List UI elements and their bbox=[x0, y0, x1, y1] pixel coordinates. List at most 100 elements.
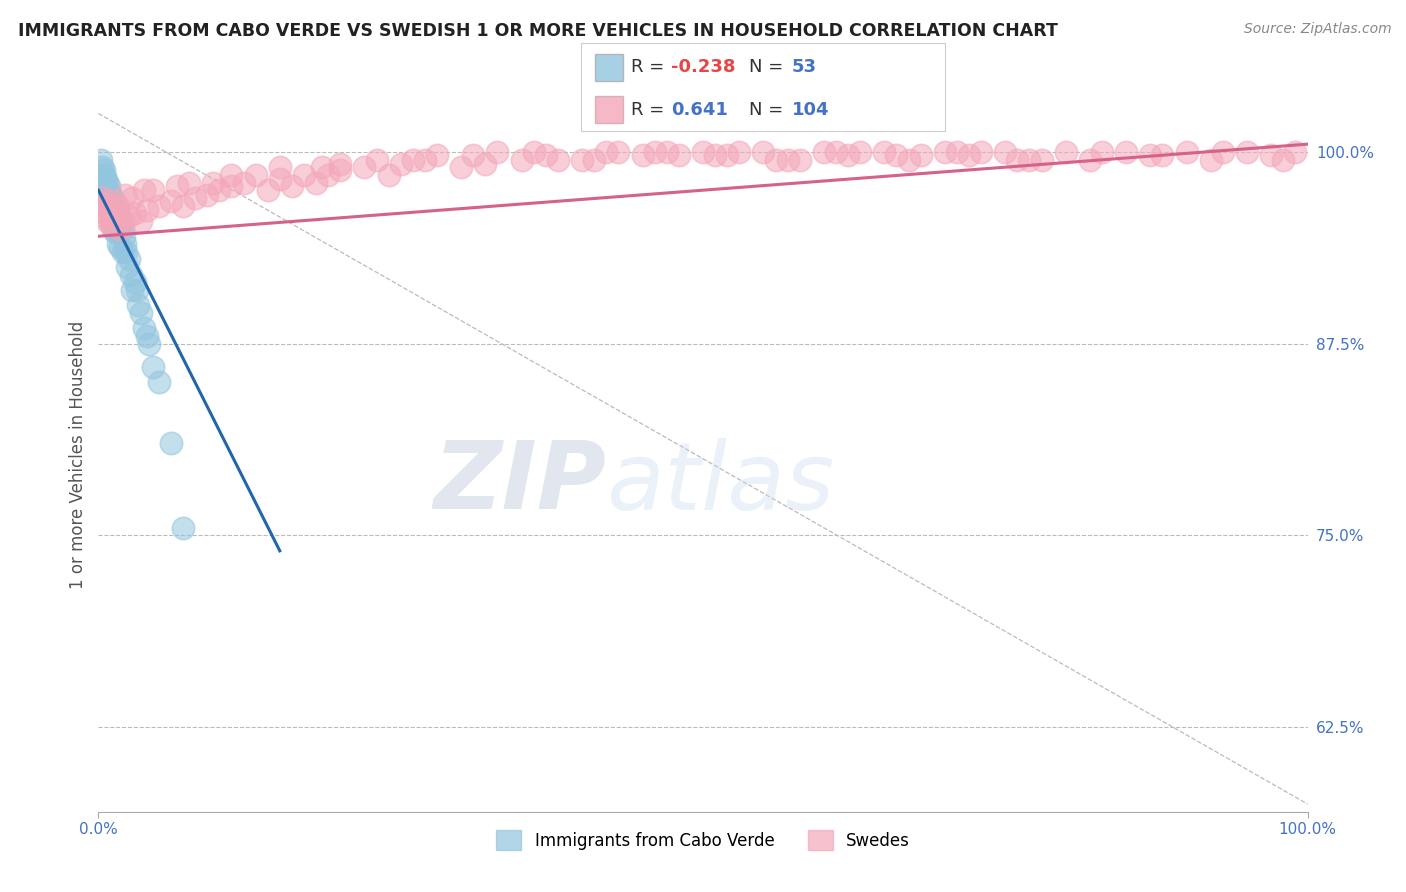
Point bbox=[100, 194, 122, 208]
Point bbox=[934, 145, 956, 159]
Point bbox=[110, 219, 132, 233]
Point bbox=[644, 145, 666, 159]
Point bbox=[305, 176, 328, 190]
Point bbox=[1260, 148, 1282, 162]
Point bbox=[121, 283, 143, 297]
Text: 104: 104 bbox=[792, 101, 830, 119]
Point bbox=[547, 153, 569, 167]
Point bbox=[105, 209, 128, 223]
Point bbox=[897, 153, 920, 167]
Point bbox=[789, 153, 811, 167]
Point bbox=[114, 236, 136, 251]
Point bbox=[195, 187, 218, 202]
Point bbox=[1115, 145, 1137, 159]
Point bbox=[138, 336, 160, 351]
Point bbox=[127, 283, 149, 297]
Point bbox=[108, 221, 131, 235]
Point bbox=[1199, 153, 1222, 167]
Text: -0.238: -0.238 bbox=[671, 58, 735, 76]
Point bbox=[127, 298, 149, 312]
Point bbox=[655, 145, 678, 159]
Point bbox=[94, 183, 117, 197]
Point bbox=[813, 145, 835, 159]
Point bbox=[329, 163, 352, 178]
Point bbox=[886, 148, 908, 162]
Point bbox=[117, 260, 139, 274]
Y-axis label: 1 or more Vehicles in Household: 1 or more Vehicles in Household bbox=[69, 321, 87, 589]
Text: R =: R = bbox=[631, 101, 676, 119]
Text: ZIP: ZIP bbox=[433, 437, 606, 530]
Point bbox=[103, 214, 125, 228]
Point bbox=[98, 198, 121, 212]
Point bbox=[101, 198, 124, 212]
Point bbox=[93, 163, 115, 178]
Point bbox=[103, 198, 125, 212]
Point bbox=[111, 214, 134, 228]
Point bbox=[114, 187, 136, 202]
Point bbox=[90, 153, 112, 167]
Legend: Immigrants from Cabo Verde, Swedes: Immigrants from Cabo Verde, Swedes bbox=[489, 823, 917, 857]
Point bbox=[94, 206, 117, 220]
Point bbox=[316, 168, 339, 182]
Point bbox=[111, 221, 134, 235]
Point bbox=[704, 148, 727, 162]
Point bbox=[142, 183, 165, 197]
Point bbox=[91, 160, 114, 174]
Point bbox=[202, 176, 225, 190]
Point bbox=[463, 148, 485, 162]
Point bbox=[1152, 148, 1174, 162]
Point bbox=[1212, 145, 1234, 159]
Point bbox=[946, 145, 969, 159]
Text: IMMIGRANTS FROM CABO VERDE VS SWEDISH 1 OR MORE VEHICLES IN HOUSEHOLD CORRELATIO: IMMIGRANTS FROM CABO VERDE VS SWEDISH 1 … bbox=[18, 22, 1059, 40]
Point bbox=[486, 145, 509, 159]
Point bbox=[245, 168, 267, 182]
Point bbox=[172, 198, 194, 212]
Point bbox=[292, 168, 315, 182]
Point bbox=[148, 375, 170, 389]
Point bbox=[849, 145, 872, 159]
Point bbox=[523, 145, 546, 159]
Point bbox=[100, 187, 122, 202]
Point bbox=[269, 172, 291, 186]
Point bbox=[474, 157, 496, 171]
Text: 53: 53 bbox=[792, 58, 817, 76]
Point bbox=[510, 153, 533, 167]
Point bbox=[607, 145, 630, 159]
Point bbox=[668, 148, 690, 162]
Point bbox=[311, 160, 333, 174]
Point bbox=[692, 145, 714, 159]
Point bbox=[111, 244, 134, 259]
Point bbox=[135, 329, 157, 343]
Point bbox=[91, 168, 114, 182]
Point bbox=[426, 148, 449, 162]
Point bbox=[120, 268, 142, 282]
Point bbox=[129, 306, 152, 320]
Point bbox=[1091, 145, 1114, 159]
Text: R =: R = bbox=[631, 58, 671, 76]
Point bbox=[994, 145, 1017, 159]
Point bbox=[124, 275, 146, 289]
Point bbox=[98, 178, 121, 193]
Point bbox=[873, 145, 896, 159]
Point bbox=[389, 157, 412, 171]
Point bbox=[96, 191, 118, 205]
Point bbox=[104, 206, 127, 220]
Point bbox=[377, 168, 399, 182]
Point bbox=[631, 148, 654, 162]
Point bbox=[910, 148, 932, 162]
Point bbox=[402, 153, 425, 167]
Point bbox=[97, 183, 120, 197]
Point bbox=[112, 229, 135, 244]
Point bbox=[583, 153, 606, 167]
Point bbox=[1054, 145, 1077, 159]
Point bbox=[107, 209, 129, 223]
Point bbox=[1272, 153, 1295, 167]
Text: Source: ZipAtlas.com: Source: ZipAtlas.com bbox=[1244, 22, 1392, 37]
Point bbox=[135, 203, 157, 218]
Point bbox=[837, 148, 859, 162]
Point bbox=[93, 209, 115, 223]
Point bbox=[160, 194, 183, 208]
Point bbox=[101, 214, 124, 228]
Point bbox=[100, 214, 122, 228]
Point bbox=[232, 176, 254, 190]
